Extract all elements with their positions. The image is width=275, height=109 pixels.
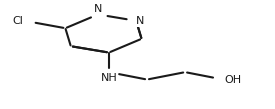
Text: NH: NH [101,73,117,83]
Text: Cl: Cl [12,16,23,26]
Text: OH: OH [225,75,242,85]
Text: N: N [136,16,144,26]
Text: N: N [94,4,102,14]
